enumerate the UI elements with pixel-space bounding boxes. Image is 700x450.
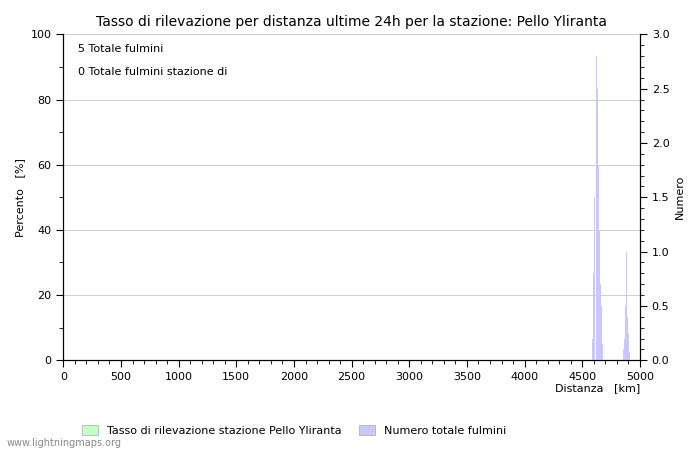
Text: www.lightningmaps.org: www.lightningmaps.org [7, 438, 122, 448]
Legend: Tasso di rilevazione stazione Pello Yliranta, Numero totale fulmini: Tasso di rilevazione stazione Pello Ylir… [77, 420, 511, 440]
Text: 0 Totale fulmini stazione di: 0 Totale fulmini stazione di [78, 67, 227, 77]
Y-axis label: Percento   [%]: Percento [%] [15, 158, 25, 237]
Text: 5 Totale fulmini: 5 Totale fulmini [78, 44, 163, 54]
Text: Distanza   [km]: Distanza [km] [554, 383, 640, 393]
Y-axis label: Numero: Numero [675, 175, 685, 220]
Title: Tasso di rilevazione per distanza ultime 24h per la stazione: Pello Yliranta: Tasso di rilevazione per distanza ultime… [96, 15, 607, 29]
